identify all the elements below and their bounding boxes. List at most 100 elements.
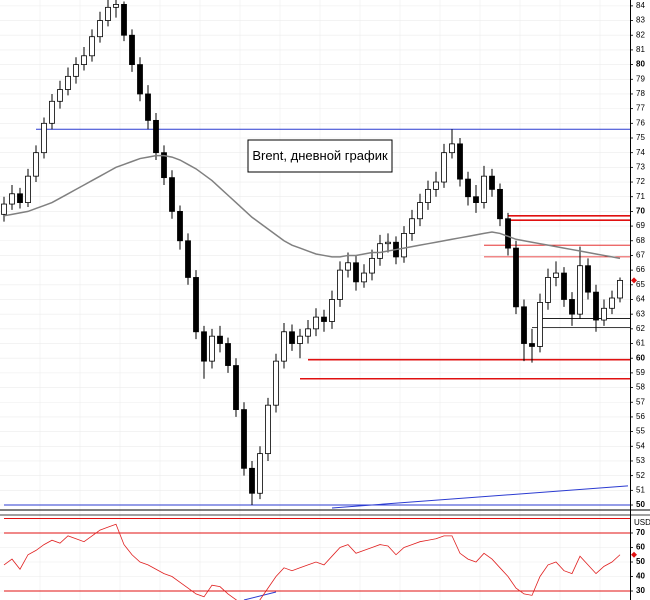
rsi-panel: [0, 517, 630, 600]
y-tick-label: 63: [636, 309, 645, 318]
candle-body: [25, 175, 31, 203]
candle-body: [321, 316, 327, 322]
y-tick-label: 82: [636, 30, 645, 39]
y-tick-label: 62: [636, 324, 645, 333]
candle-body: [81, 55, 87, 65]
candle-body: [609, 297, 615, 309]
y-tick-label: 56: [636, 412, 645, 421]
candle-body: [593, 291, 599, 321]
candle-body: [441, 152, 447, 183]
candle-body: [121, 4, 127, 36]
candle-body: [561, 272, 567, 300]
candle-body: [617, 279, 623, 299]
y-tick-label: 75: [636, 133, 645, 142]
candle-body: [537, 302, 543, 347]
candle-body: [41, 122, 47, 154]
y-tick-label: 50: [636, 557, 645, 566]
candle-body: [217, 335, 223, 344]
candle-body: [553, 272, 559, 278]
candle-body: [1, 203, 7, 215]
candle-body: [377, 243, 383, 259]
candle-body: [545, 277, 551, 303]
candle-body: [249, 467, 255, 494]
y-tick-label: 64: [636, 295, 645, 304]
y-tick-label: 40: [636, 572, 645, 581]
candle-body: [529, 343, 535, 347]
candle-body: [89, 36, 95, 57]
candle-body: [97, 20, 103, 38]
y-tick-label: 50: [636, 500, 645, 509]
candle-body: [505, 218, 511, 249]
y-tick-label: 79: [636, 74, 645, 83]
candle-body: [73, 64, 79, 77]
candle-body: [385, 241, 391, 245]
candle-body: [337, 269, 343, 300]
y-tick-label: 73: [636, 162, 645, 171]
candle-body: [433, 181, 439, 190]
candle-body: [9, 193, 15, 205]
candle-body: [281, 331, 287, 362]
y-tick-label: 30: [636, 586, 645, 595]
candle-body: [345, 262, 351, 271]
candle-body: [601, 307, 607, 321]
last-value-marker: [631, 551, 637, 558]
candle-body: [241, 409, 247, 469]
y-tick-label: 57: [636, 397, 645, 406]
candle-body: [201, 331, 207, 362]
candle-body: [153, 119, 159, 154]
candle-body: [329, 299, 335, 322]
annotation: Brent, дневной график: [252, 148, 388, 163]
candle-body: [169, 177, 175, 212]
y-tick-label: 69: [636, 221, 645, 230]
candle-body: [513, 247, 519, 308]
candle-body: [361, 272, 367, 283]
y-tick-label: 52: [636, 471, 645, 480]
candle-body: [225, 343, 231, 366]
candle-body: [489, 175, 495, 190]
candle-body: [49, 100, 55, 124]
y-tick-label: 61: [636, 339, 645, 348]
y-tick-label: 55: [636, 427, 645, 436]
candle-body: [585, 265, 591, 293]
moving-average: [3, 154, 621, 260]
y-tick-label: 72: [636, 177, 645, 186]
candle-body: [185, 240, 191, 278]
trend-line: [331, 485, 629, 509]
y-tick-label: 78: [636, 89, 645, 98]
candle-body: [569, 299, 575, 315]
candle-body: [425, 188, 431, 203]
candle-body: [265, 404, 271, 455]
panel-label: USD: [634, 518, 650, 527]
candle-body: [481, 175, 487, 203]
candle-body: [273, 360, 279, 406]
candle-body: [257, 453, 263, 494]
candle-body: [417, 202, 423, 220]
candle-body: [577, 265, 583, 315]
candle-body: [305, 328, 311, 337]
candle-body: [17, 193, 23, 203]
y-tick-label: 67: [636, 251, 645, 260]
candle-body: [289, 331, 295, 344]
candle-body: [497, 188, 503, 220]
y-tick-label: 65: [636, 280, 645, 289]
y-tick-label: 68: [636, 236, 645, 245]
candle-body: [137, 64, 143, 95]
price-panel: [0, 0, 630, 509]
candle-body: [113, 4, 119, 8]
candle-body: [401, 233, 407, 258]
candle-body: [33, 152, 39, 177]
y-tick-label: 76: [636, 118, 645, 127]
y-tick-label: 80: [636, 60, 645, 69]
indicator-line: [3, 523, 621, 600]
candle-body: [177, 210, 183, 242]
y-tick-label: 51: [636, 485, 645, 494]
candle-body: [297, 335, 303, 344]
y-tick-label: 71: [636, 192, 645, 201]
candle-body: [449, 143, 455, 154]
y-tick-label: 84: [636, 1, 645, 10]
axis-area: 50 51 52 53 54 55 56 57 58 59 60 61 62 63 64 65 66 67 68 69…: [630, 1, 645, 595]
candle-body: [105, 6, 111, 21]
candle-body: [465, 178, 471, 198]
y-tick-label: 54: [636, 441, 645, 450]
